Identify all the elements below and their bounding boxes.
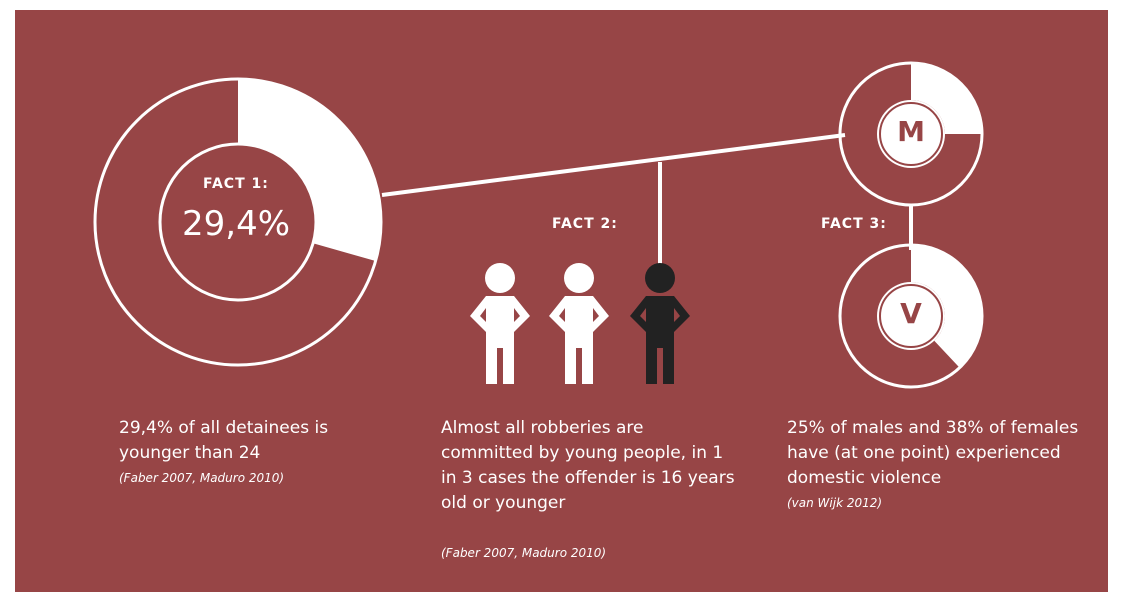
fact1-donut <box>93 77 383 367</box>
fact2-description: Almost all robberies are committed by yo… <box>441 418 735 513</box>
connector-line-main <box>381 133 846 197</box>
fact2-citation: (Faber 2007, Maduro 2010) <box>441 546 607 560</box>
infographic-panel: FACT 1: 29,4% FACT 2: FACT 3: M V 29,4% … <box>15 10 1108 592</box>
person-icon <box>470 263 530 384</box>
fact3-citation: (van Wijk 2012) <box>787 496 883 510</box>
fact3-female-letter: V <box>900 297 922 330</box>
person-icon <box>630 263 690 384</box>
fact1-percentage: 29,4% <box>182 204 291 244</box>
fact1-label: FACT 1: <box>203 176 269 192</box>
fact3-female-donut <box>838 243 984 389</box>
fact3-male-donut <box>838 61 984 207</box>
fact1-citation: (Faber 2007, Maduro 2010) <box>119 471 285 485</box>
fact3-label: FACT 3: <box>821 216 887 232</box>
fact3-male-letter: M <box>897 115 925 148</box>
infographic-graphics <box>93 61 984 389</box>
fact1-description: 29,4% of all detainees is younger than 2… <box>119 418 329 463</box>
fact2-label: FACT 2: <box>552 216 618 232</box>
person-icon <box>549 263 609 384</box>
fact3-description: 25% of males and 38% of females have (at… <box>787 418 1079 488</box>
fact2-figures <box>470 263 690 384</box>
fact3-male-donut-wedge <box>911 63 982 134</box>
fact3-female-donut-wedge <box>911 245 983 368</box>
fact1-donut-wedge <box>238 79 381 262</box>
